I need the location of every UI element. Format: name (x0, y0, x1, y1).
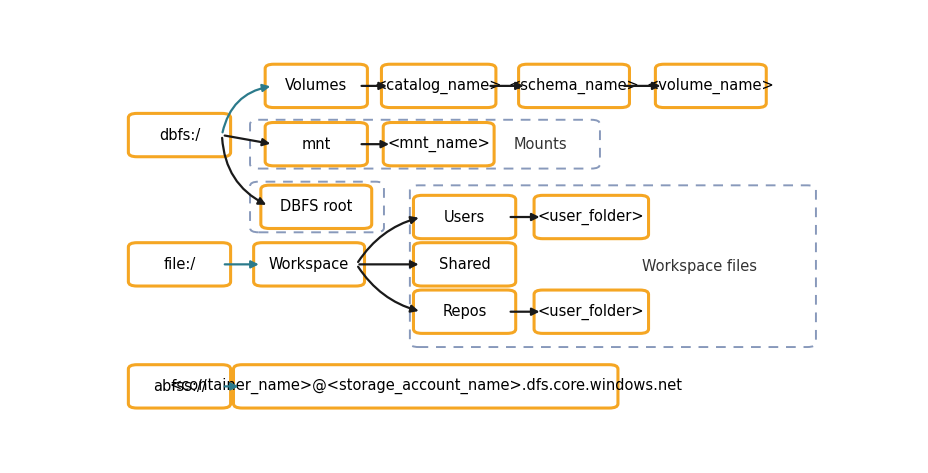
Text: Volumes: Volumes (285, 79, 347, 93)
FancyBboxPatch shape (534, 290, 648, 333)
Text: <mnt_name>: <mnt_name> (387, 136, 490, 152)
Text: <schema_name>: <schema_name> (508, 78, 638, 94)
FancyBboxPatch shape (264, 64, 367, 107)
Text: Workspace files: Workspace files (641, 259, 756, 274)
FancyBboxPatch shape (413, 195, 515, 239)
Text: Mounts: Mounts (513, 137, 567, 152)
FancyBboxPatch shape (253, 243, 364, 286)
FancyBboxPatch shape (413, 243, 515, 286)
Text: file:/: file:/ (163, 257, 196, 272)
Text: DBFS root: DBFS root (279, 199, 352, 214)
Text: mnt: mnt (302, 137, 330, 152)
Text: abfss://: abfss:// (152, 379, 206, 394)
Text: Users: Users (444, 210, 484, 225)
FancyBboxPatch shape (128, 243, 230, 286)
FancyBboxPatch shape (654, 64, 766, 107)
Text: <user_folder>: <user_folder> (537, 304, 644, 320)
FancyBboxPatch shape (413, 290, 515, 333)
FancyBboxPatch shape (261, 185, 371, 228)
Text: Shared: Shared (438, 257, 490, 272)
FancyBboxPatch shape (534, 195, 648, 239)
FancyBboxPatch shape (518, 64, 629, 107)
Text: <user_folder>: <user_folder> (537, 209, 644, 225)
Text: dbfs:/: dbfs:/ (159, 128, 200, 142)
Text: <container_name>@<storage_account_name>.dfs.core.windows.net: <container_name>@<storage_account_name>.… (169, 378, 681, 394)
Text: <catalog_name>: <catalog_name> (375, 78, 502, 94)
FancyBboxPatch shape (128, 114, 230, 157)
FancyBboxPatch shape (128, 365, 230, 408)
FancyBboxPatch shape (233, 365, 617, 408)
Text: Repos: Repos (442, 304, 486, 319)
FancyBboxPatch shape (381, 64, 496, 107)
Text: <volume_name>: <volume_name> (646, 78, 774, 94)
FancyBboxPatch shape (264, 123, 367, 166)
Text: Workspace: Workspace (269, 257, 349, 272)
FancyBboxPatch shape (383, 123, 494, 166)
